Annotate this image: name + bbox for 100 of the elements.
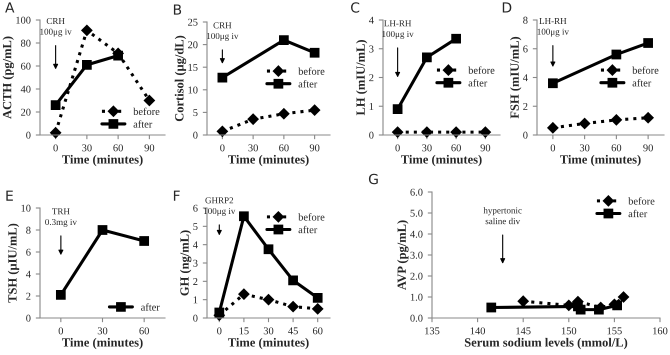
annotation: hypertonic saline div bbox=[483, 207, 522, 224]
chart-title: D bbox=[502, 2, 512, 13]
x-tick-label: 60 bbox=[113, 144, 123, 152]
y-tick-label: 2 bbox=[193, 278, 198, 285]
x-tick-label: 60 bbox=[279, 144, 289, 152]
y-axis-title: LH (mIU/mL) bbox=[356, 40, 368, 116]
y-tick-label: 20 bbox=[21, 108, 31, 116]
x-tick-label: 30 bbox=[82, 144, 92, 152]
y-axis-title: AVP (pg/mL) bbox=[397, 220, 409, 290]
y-tick-label: 0 bbox=[369, 132, 374, 139]
x-axis-title: Time (minutes) bbox=[228, 154, 309, 166]
y-tick-label: 2.0 bbox=[410, 272, 423, 280]
chart-title: A bbox=[5, 2, 14, 13]
legend-label: after bbox=[468, 79, 488, 86]
legend-label: after bbox=[134, 120, 152, 128]
y-tick-label: 25 bbox=[188, 18, 198, 26]
legend-label: after bbox=[632, 79, 652, 86]
x-tick-label: 30 bbox=[580, 144, 590, 152]
y-tick-label: 20 bbox=[188, 41, 198, 48]
y-tick-label: 40 bbox=[20, 86, 31, 93]
y-tick-label: 6.0 bbox=[410, 188, 423, 196]
legend-label: after bbox=[298, 80, 318, 88]
x-tick-label: 30 bbox=[264, 327, 274, 334]
x-axis-title: Serum sodium levels (mmol/L) bbox=[464, 338, 628, 350]
x-tick-label: 140 bbox=[470, 327, 486, 334]
chart-title: F bbox=[174, 190, 180, 201]
y-tick-label: 0 bbox=[26, 132, 31, 139]
y-tick-label: 6 bbox=[523, 45, 528, 52]
y-tick-label: 15 bbox=[188, 64, 198, 71]
x-tick-label: 0 bbox=[58, 327, 64, 334]
x-tick-label: 30 bbox=[98, 327, 108, 334]
y-tick-label: 1.0 bbox=[410, 294, 423, 301]
y-tick-label: 2 bbox=[523, 102, 528, 110]
x-tick-label: 60 bbox=[612, 144, 622, 152]
y-tick-label: 80 bbox=[20, 40, 31, 47]
legend-label: before bbox=[133, 108, 160, 116]
y-tick-label: 4 bbox=[522, 74, 528, 82]
y-tick-label: 5.0 bbox=[410, 210, 423, 217]
x-tick-label: 145 bbox=[516, 327, 531, 334]
annotation: TRH 0.3mg iv bbox=[45, 208, 77, 227]
legend-label: after bbox=[298, 226, 318, 234]
y-tick-label: 4 bbox=[368, 16, 374, 24]
y-tick-label: 4.0 bbox=[410, 230, 423, 238]
x-tick-label: 90 bbox=[643, 144, 653, 152]
y-tick-label: 4 bbox=[26, 270, 31, 278]
legend-label: before bbox=[298, 67, 324, 75]
x-tick-label: 30 bbox=[422, 144, 432, 152]
x-tick-label: 60 bbox=[139, 327, 149, 334]
y-tick-label: 8 bbox=[523, 16, 528, 24]
y-tick-label: 0.0 bbox=[410, 314, 423, 322]
x-axis-title: Time (minutes) bbox=[401, 154, 482, 166]
chart-title: E bbox=[6, 190, 13, 201]
x-tick-label: 90 bbox=[310, 144, 320, 152]
y-axis-title: TSH (μIU/mL) bbox=[8, 224, 20, 303]
y-tick-label: 6 bbox=[26, 248, 31, 256]
legend-label: before bbox=[628, 197, 654, 205]
annotation: GHRP2 100μg iv bbox=[204, 197, 236, 216]
chart-title: B bbox=[174, 4, 182, 15]
x-tick-label: 60 bbox=[451, 144, 461, 152]
annotation: CRH 100μg iv bbox=[40, 18, 72, 37]
y-tick-label: 3 bbox=[369, 45, 374, 52]
annotation: LH-RH 100μg iv bbox=[382, 20, 414, 39]
y-axis-title: Cortisol (μg/dL) bbox=[174, 36, 186, 122]
x-axis-title: Time (minutes) bbox=[560, 154, 641, 166]
y-tick-label: 5 bbox=[193, 109, 198, 116]
y-tick-label: 0 bbox=[193, 314, 198, 322]
legend-label: after bbox=[628, 210, 648, 218]
y-tick-label: 10 bbox=[188, 86, 198, 94]
y-axis-title: FSH (mIU/mL) bbox=[510, 36, 522, 118]
y-tick-label: 4 bbox=[192, 241, 198, 248]
x-tick-label: 150 bbox=[562, 327, 576, 334]
y-tick-label: 3.0 bbox=[410, 252, 423, 259]
y-tick-label: 6 bbox=[193, 204, 198, 212]
x-tick-label: 0 bbox=[53, 144, 58, 152]
legend-label: before bbox=[632, 66, 658, 74]
y-tick-label: 3 bbox=[193, 260, 198, 267]
x-tick-label: 0 bbox=[217, 327, 222, 334]
x-tick-label: 45 bbox=[288, 327, 298, 334]
x-tick-label: 15 bbox=[240, 327, 249, 334]
x-tick-label: 0 bbox=[220, 144, 225, 152]
x-tick-label: 155 bbox=[608, 327, 622, 334]
y-tick-label: 0 bbox=[523, 132, 528, 139]
x-axis-title: Time (minutes) bbox=[228, 338, 309, 350]
x-tick-label: 0 bbox=[395, 144, 400, 152]
y-axis-title: GH (ng/mL) bbox=[180, 230, 192, 296]
legend-label: after bbox=[141, 303, 160, 311]
x-tick-label: 30 bbox=[248, 144, 258, 152]
y-tick-label: 2 bbox=[369, 74, 374, 82]
x-tick-label: 60 bbox=[312, 327, 323, 334]
y-tick-label: 1 bbox=[370, 102, 374, 110]
x-axis-title: Time (minutes) bbox=[62, 338, 143, 350]
legend-label: before bbox=[298, 213, 324, 221]
annotation: LH-RH 100μg iv bbox=[538, 18, 569, 37]
x-tick-label: 90 bbox=[480, 144, 490, 152]
y-tick-label: 60 bbox=[21, 62, 31, 70]
y-tick-label: 5 bbox=[193, 223, 198, 230]
x-tick-label: 160 bbox=[653, 327, 668, 334]
chart-title: G bbox=[368, 174, 378, 184]
y-tick-label: 2 bbox=[26, 292, 30, 300]
y-tick-label: 0 bbox=[26, 314, 31, 322]
